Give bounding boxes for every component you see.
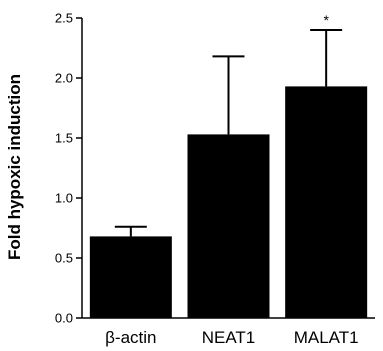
bar [89,236,172,318]
x-tick-label: MALAT1 [294,328,359,347]
chart-labels: β-actin NEAT1 * MALAT1 [105,12,358,347]
x-tick-label: NEAT1 [202,328,256,347]
y-tick-label: 1.5 [55,131,73,146]
bar [285,86,368,319]
y-tick-label: 0.0 [55,311,73,326]
x-tick-label: β-actin [105,328,156,347]
y-tick-label: 1.0 [55,191,73,206]
significance-marker: * [323,12,329,28]
y-tick-label: 0.5 [55,251,73,266]
chart-bars [89,29,368,319]
y-axis-label: Fold hypoxic induction [5,74,24,260]
y-tick-label: 2.5 [55,11,73,26]
y-tick-label: 2.0 [55,71,73,86]
bar [187,134,270,318]
